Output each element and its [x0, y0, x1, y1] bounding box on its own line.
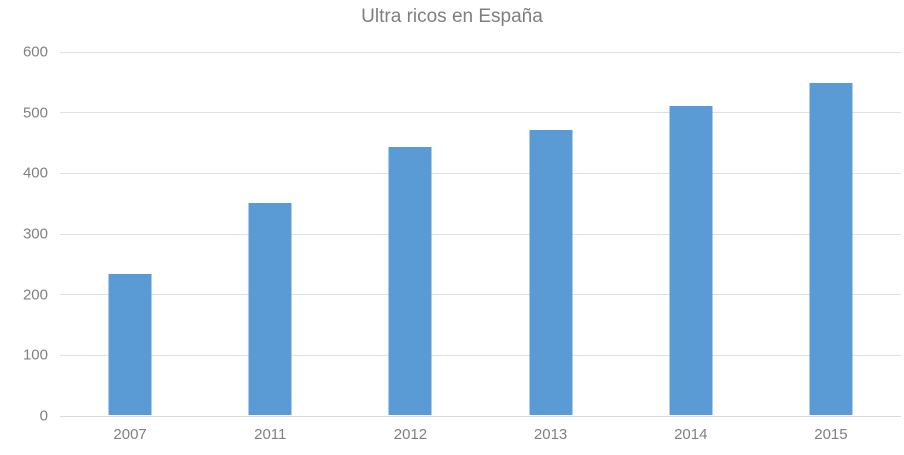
gridline-500 [60, 112, 901, 114]
y-tick-label-200: 200 [22, 286, 48, 304]
x-tick-label-2014: 2014 [674, 426, 708, 443]
bar-band-2007 [60, 52, 200, 416]
y-tick-label-400: 400 [22, 164, 48, 182]
bar-band-2013 [481, 52, 621, 416]
gridline-100 [60, 354, 901, 356]
y-tick-label-100: 100 [22, 346, 48, 364]
x-tick-label-2015: 2015 [814, 426, 848, 443]
x-tick-label-2012: 2012 [393, 426, 428, 443]
gridline-300 [60, 233, 901, 235]
x-tick-label-2011: 2011 [254, 426, 287, 443]
gridline-200 [60, 294, 901, 296]
bar-band-2014 [621, 52, 761, 416]
plot-area [60, 51, 901, 417]
bar-band-2011 [200, 52, 340, 416]
bar-2012 [388, 147, 432, 415]
bar-2014 [669, 106, 713, 415]
bar-2011 [248, 202, 292, 415]
chart-title: Ultra ricos en España [361, 6, 543, 27]
y-tick-label-600: 600 [22, 43, 48, 61]
bar-2007 [108, 273, 152, 415]
y-axis-labels: 0 100 200 300 400 500 600 [0, 44, 48, 425]
x-tick-label-2007: 2007 [113, 426, 147, 443]
x-tick-label-2013: 2013 [533, 426, 568, 443]
y-tick-label-0: 0 [39, 407, 48, 425]
bar-2013 [529, 129, 573, 415]
gridline-0 [60, 415, 901, 417]
bar-band-2015 [761, 52, 901, 416]
gridline-400 [60, 172, 901, 174]
bar-band-2012 [340, 52, 480, 416]
y-tick-label-300: 300 [22, 225, 48, 243]
bar-2015 [809, 82, 853, 415]
gridline-600 [60, 51, 901, 53]
y-tick-label-500: 500 [22, 104, 48, 122]
x-axis-labels: 2007 2011 2012 2013 2014 2015 [60, 426, 901, 450]
